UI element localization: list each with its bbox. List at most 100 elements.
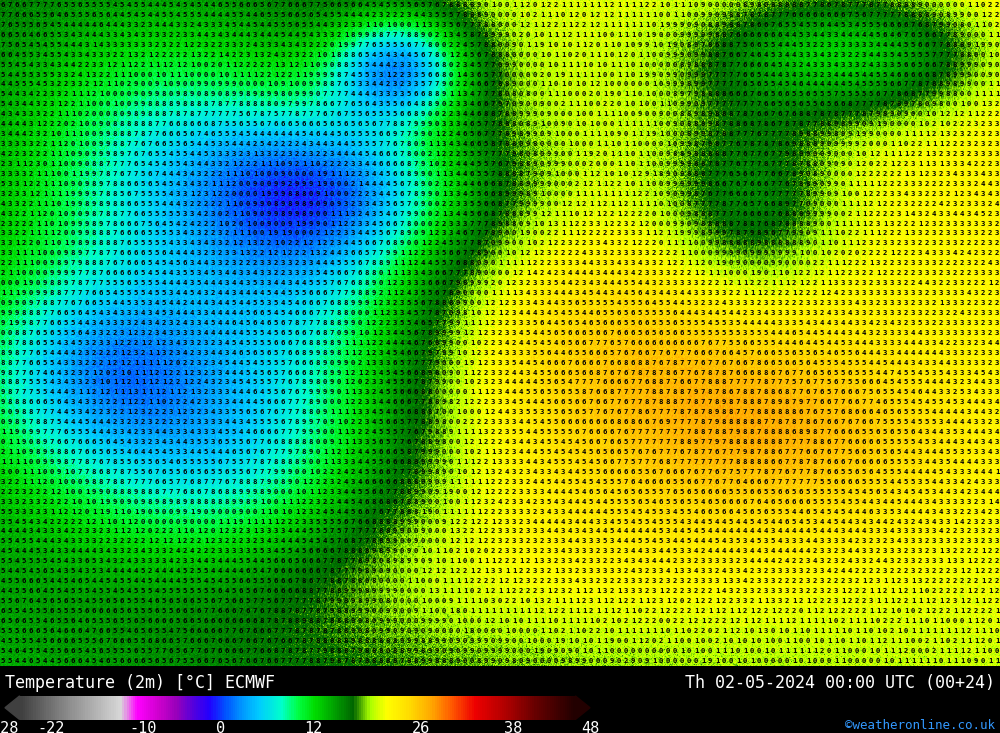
Text: 5: 5 <box>141 638 145 644</box>
Text: 3: 3 <box>456 181 460 187</box>
Text: 3: 3 <box>204 429 208 435</box>
Text: 6: 6 <box>778 171 782 177</box>
Text: 0: 0 <box>589 658 593 663</box>
Text: 7: 7 <box>715 389 719 395</box>
Text: 0: 0 <box>589 111 593 117</box>
Text: 3: 3 <box>960 320 964 326</box>
Text: 5: 5 <box>876 72 880 78</box>
Text: 2: 2 <box>792 618 796 624</box>
Text: 4: 4 <box>918 429 922 435</box>
Text: 0: 0 <box>729 270 733 276</box>
Text: 6: 6 <box>547 360 551 366</box>
Text: 4: 4 <box>162 280 166 286</box>
Text: 7: 7 <box>729 360 733 366</box>
Text: 3: 3 <box>484 350 488 356</box>
Text: 8: 8 <box>946 62 950 67</box>
Text: 4: 4 <box>106 419 110 425</box>
Text: 6: 6 <box>183 489 187 495</box>
Text: 4: 4 <box>197 260 201 266</box>
Text: 0: 0 <box>596 121 600 127</box>
Text: 6: 6 <box>127 250 131 257</box>
Text: 5: 5 <box>533 360 537 366</box>
Text: 6: 6 <box>393 498 397 504</box>
Text: 1: 1 <box>64 131 68 137</box>
Text: 4: 4 <box>568 528 572 534</box>
Text: 4: 4 <box>792 528 796 534</box>
Text: 7: 7 <box>687 469 691 475</box>
Text: 9: 9 <box>512 42 516 48</box>
Text: 3: 3 <box>540 280 544 286</box>
Text: 1: 1 <box>554 638 558 644</box>
Text: 5: 5 <box>771 42 775 48</box>
Text: 8: 8 <box>813 459 817 465</box>
Text: 1: 1 <box>596 608 600 614</box>
Text: 6: 6 <box>316 300 320 306</box>
Text: 1: 1 <box>799 250 803 257</box>
Text: 1: 1 <box>960 608 964 614</box>
Text: 4: 4 <box>715 528 719 534</box>
Text: 6: 6 <box>183 260 187 266</box>
Text: 3: 3 <box>71 399 75 405</box>
Text: 6: 6 <box>344 81 348 87</box>
Text: 4: 4 <box>533 300 537 306</box>
Text: 0: 0 <box>414 588 418 594</box>
Text: 0: 0 <box>449 72 453 78</box>
Text: 1: 1 <box>477 559 481 564</box>
Text: 2: 2 <box>225 191 229 196</box>
Text: 8: 8 <box>463 280 467 286</box>
Text: 3: 3 <box>218 389 222 395</box>
Text: 3: 3 <box>806 51 810 58</box>
Text: 1: 1 <box>624 22 628 28</box>
Text: 6: 6 <box>64 627 68 634</box>
Text: 4: 4 <box>750 559 754 564</box>
Text: 3: 3 <box>204 310 208 316</box>
Text: 1: 1 <box>624 92 628 97</box>
Text: 2: 2 <box>596 171 600 177</box>
Text: 7: 7 <box>407 469 411 475</box>
Text: 2: 2 <box>834 51 838 58</box>
Text: 6: 6 <box>351 101 355 107</box>
Text: 3: 3 <box>967 369 971 375</box>
Text: 2: 2 <box>876 191 880 196</box>
Text: 0: 0 <box>50 250 54 257</box>
Text: 4: 4 <box>876 360 880 366</box>
Text: 0: 0 <box>785 260 789 266</box>
Text: 3: 3 <box>841 62 845 67</box>
Text: 4: 4 <box>78 568 82 574</box>
Text: 6: 6 <box>344 131 348 137</box>
Text: 4: 4 <box>785 339 789 346</box>
Text: 9: 9 <box>771 250 775 257</box>
Text: 1: 1 <box>771 608 775 614</box>
Text: 3: 3 <box>498 320 502 326</box>
Text: 7: 7 <box>715 72 719 78</box>
Text: 7: 7 <box>316 320 320 326</box>
Text: 8: 8 <box>421 380 425 386</box>
Text: 2: 2 <box>127 528 131 534</box>
Text: 8: 8 <box>820 439 824 445</box>
Text: 1: 1 <box>589 81 593 87</box>
Text: 9: 9 <box>309 201 313 207</box>
Text: 0: 0 <box>988 638 992 644</box>
Text: 7: 7 <box>673 350 677 356</box>
Text: 9: 9 <box>827 131 831 137</box>
Text: 8: 8 <box>505 131 509 137</box>
Text: 7: 7 <box>463 270 467 276</box>
Text: 7: 7 <box>904 81 908 87</box>
Text: 4: 4 <box>351 92 355 97</box>
Text: 0: 0 <box>617 101 621 107</box>
Text: 3: 3 <box>638 250 642 257</box>
Text: 0: 0 <box>631 81 635 87</box>
Text: 3: 3 <box>883 62 887 67</box>
Text: 3: 3 <box>890 240 894 246</box>
Text: 0: 0 <box>330 201 334 207</box>
Text: 7: 7 <box>841 380 845 386</box>
Text: 5: 5 <box>71 409 75 416</box>
Text: 3: 3 <box>820 539 824 545</box>
Text: 1: 1 <box>267 518 271 525</box>
Text: 6: 6 <box>477 131 481 137</box>
Text: 4: 4 <box>8 72 12 78</box>
Text: 1: 1 <box>841 240 845 246</box>
Text: 8: 8 <box>701 230 705 237</box>
Text: 8: 8 <box>890 2 894 8</box>
Text: 6: 6 <box>610 339 614 346</box>
